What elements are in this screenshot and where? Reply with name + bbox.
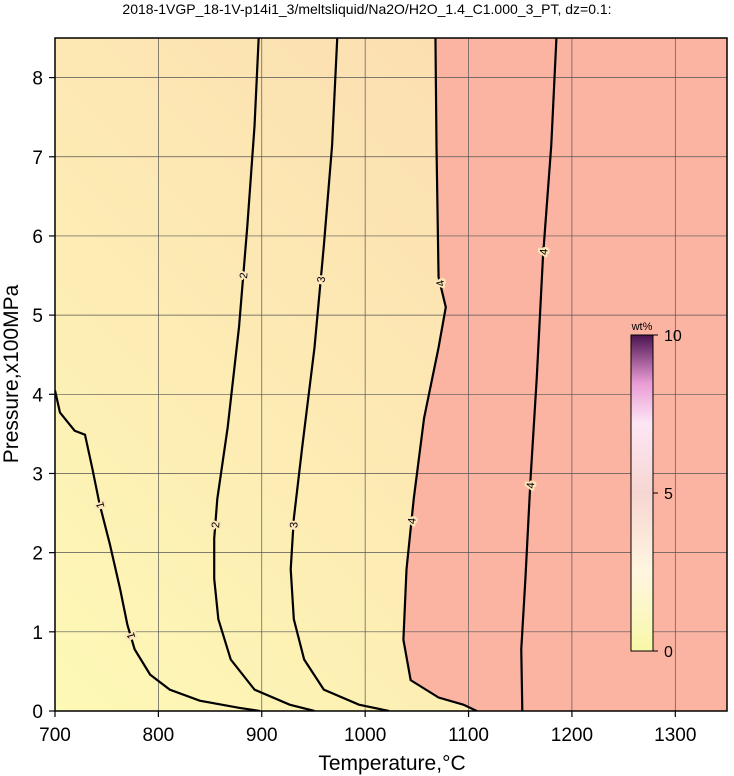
y-tick-label: 1	[32, 623, 43, 644]
y-tick-label: 4	[32, 385, 43, 406]
x-tick-label: 1000	[344, 725, 386, 746]
contour-label: 3	[288, 522, 300, 529]
chart-title: 2018-1VGP_18-1V-p14i1_3/meltsliquid/Na2O…	[122, 1, 611, 17]
contour-line	[402, 38, 478, 711]
colorbar-label: wt%	[631, 321, 653, 333]
x-tick-label: 1200	[551, 725, 593, 746]
colorbar-tick-label: 0	[664, 644, 673, 661]
x-tick-label: 1300	[654, 725, 696, 746]
colorbar-tick-label: 5	[664, 486, 673, 503]
y-tick-label: 7	[32, 148, 43, 169]
y-tick-label: 8	[32, 69, 43, 90]
contour-label: 2	[210, 521, 222, 528]
y-tick-label: 6	[32, 227, 43, 248]
y-tick-label: 3	[32, 464, 43, 485]
y-tick-label: 5	[32, 306, 43, 327]
x-tick-label: 800	[143, 725, 175, 746]
contour-label: 3	[315, 276, 328, 283]
contour-label: 2	[238, 272, 250, 279]
x-axis-label: Temperature,°C	[318, 752, 465, 775]
y-tick-label: 0	[32, 702, 43, 723]
colorbar-tick-label: 10	[664, 328, 682, 345]
axes: 700 800 900 1000 1100 1200 1300 0 1 2 3 4 5 6 7 8	[32, 37, 728, 746]
x-tick-label: 700	[39, 725, 71, 746]
contour-label: 4	[525, 482, 537, 489]
x-tick-label: 1100	[448, 725, 489, 746]
contour-label: 4	[406, 517, 419, 524]
x-tick-label: 900	[246, 725, 278, 746]
plot-frame	[54, 37, 728, 712]
y-tick-label: 2	[32, 544, 43, 565]
contour-label: 4	[538, 248, 550, 255]
contour-line	[55, 390, 260, 711]
y-axis-label: Pressure,x100MPa	[0, 284, 23, 463]
colorbar: wt% 0 5 10	[630, 321, 682, 661]
contour-line	[289, 38, 390, 711]
contour-line	[520, 38, 558, 711]
contour-line	[213, 38, 315, 711]
colorbar-gradient	[630, 334, 654, 652]
high-region-fill	[403, 38, 727, 711]
